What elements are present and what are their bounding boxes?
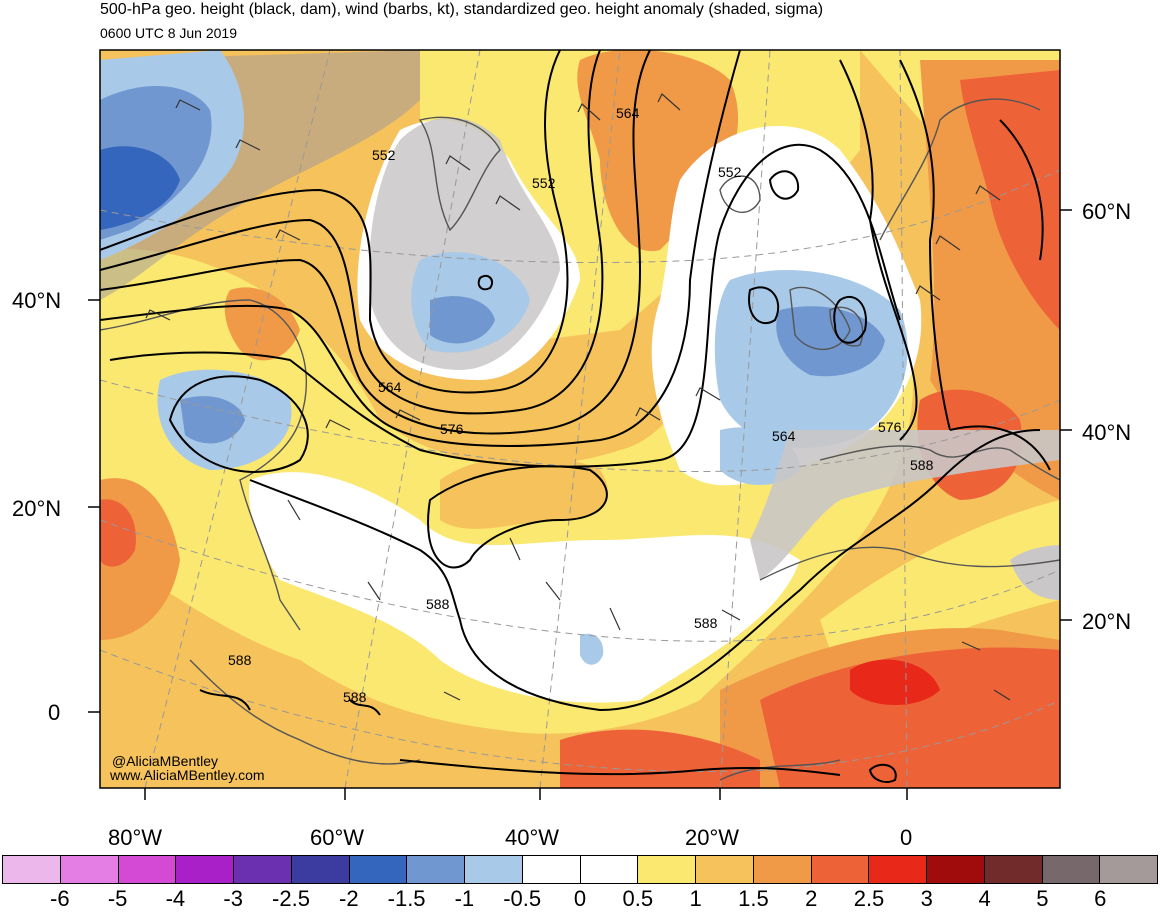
- colorbar-swatch: [1042, 856, 1101, 883]
- colorbar-swatch: [869, 856, 927, 883]
- colorbar-swatch: [407, 856, 465, 883]
- axis-labels: 80°W 60°W 40°W 20°W 0 40°N 20°N 0 60°N 4…: [12, 199, 1131, 850]
- colorbar-tick-label: -3: [223, 886, 243, 911]
- lat-label-left: 20°N: [12, 496, 61, 521]
- lat-label-right: 60°N: [1082, 199, 1131, 224]
- lat-label-right: 40°N: [1082, 420, 1131, 445]
- contour-label: 576: [440, 421, 464, 437]
- colorbar-swatch: [753, 856, 812, 883]
- colorbar-swatch: [696, 856, 754, 883]
- colorbar-swatch: [984, 856, 1043, 883]
- contour-label: 588: [910, 457, 934, 473]
- credit-website: www.AliciaMBentley.com: [109, 767, 265, 783]
- colorbar-tick-label: 0.5: [622, 886, 654, 911]
- colorbar-swatch: [1100, 856, 1157, 883]
- colorbar-swatch: [60, 856, 119, 883]
- lon-label: 80°W: [108, 825, 162, 850]
- colorbar-swatch: [927, 856, 985, 883]
- colorbar-swatch: [3, 856, 61, 883]
- colorbar-swatch: [638, 856, 696, 883]
- contour-label: 588: [694, 615, 718, 631]
- height-contours: [100, 50, 1051, 783]
- colorbar-tick-label: -6: [50, 886, 70, 911]
- map-frame: [99, 49, 1061, 789]
- colorbar-tick-label: 1.5: [738, 886, 769, 911]
- colorbar-tick-label: 3: [920, 886, 933, 911]
- lat-label-left: 40°N: [12, 288, 61, 313]
- colorbar-tick-label: 1: [689, 886, 702, 911]
- colorbar-swatch: [234, 856, 292, 883]
- colorbar-tick-label: 6: [1094, 886, 1107, 911]
- colorbar-tick-label: 2.5: [853, 886, 885, 911]
- contour-label: 588: [426, 596, 450, 612]
- contour-label-group: 552 552 564 552 564 576 564 576 588 588 …: [228, 105, 934, 705]
- valid-time: 0600 UTC 8 Jun 2019: [100, 25, 237, 41]
- colorbar-tick-label: -1.5: [387, 886, 426, 911]
- colorbar-swatch: [118, 856, 177, 883]
- anomaly-colorbar: [2, 855, 1158, 884]
- colorbar-swatch: [176, 856, 234, 883]
- axis-ticks: [88, 209, 1072, 800]
- colorbar-tick-label: 5: [1036, 886, 1049, 911]
- colorbar-tick-label: -2.5: [272, 886, 310, 911]
- colorbar-tick-label: -1: [454, 886, 475, 911]
- colorbar-swatch: [811, 856, 870, 883]
- contour-label: 552: [718, 164, 742, 180]
- colorbar-swatch: [465, 856, 523, 883]
- colorbar-tick-label: -4: [165, 886, 186, 911]
- colorbar-swatch: [349, 856, 408, 883]
- colorbar-tick-label: -5: [107, 886, 128, 911]
- colorbar-tick-label: 0: [573, 886, 587, 911]
- contour-label: 576: [878, 419, 902, 435]
- colorbar-swatch: [522, 856, 581, 883]
- lon-label: 0: [900, 825, 912, 850]
- contour-label: 564: [378, 379, 402, 395]
- colorbar-tick-label: -0.5: [503, 886, 542, 911]
- anomaly-shading: [100, 50, 1060, 788]
- contour-label: 564: [616, 105, 640, 121]
- colorbar-tick-label: -2: [339, 886, 359, 911]
- lon-label: 20°W: [685, 825, 739, 850]
- lon-label: 60°W: [310, 825, 364, 850]
- colorbar-tick-labels: -6 -5 -4 -3 -2.5 -2 -1.5 -1 -0.5 0 0.5 1 1.5 2 2.5 3 4 5 6: [0, 884, 1160, 912]
- colorbar-tick-label: 4: [978, 886, 991, 911]
- map-title: 500-hPa geo. height (black, dam), wind (…: [100, 1, 824, 18]
- lat-label-right: 20°N: [1082, 609, 1131, 634]
- contour-label: 588: [343, 689, 367, 705]
- contour-label: 564: [772, 428, 796, 444]
- wind-barbs: [145, 93, 1011, 701]
- analysis-map: 552 552 564 552 564 576 564 576 588 588 …: [12, 49, 1131, 850]
- contour-label: 588: [228, 652, 252, 668]
- contour-label: 552: [372, 147, 396, 163]
- contour-label: 552: [532, 175, 556, 191]
- colorbar-tick-label: 2: [805, 886, 818, 911]
- credit-handle: @AliciaMBentley: [112, 753, 218, 769]
- colorbar-swatch: [291, 856, 350, 883]
- colorbar-swatch: [580, 856, 639, 883]
- lat-label-left: 0: [48, 700, 60, 725]
- lon-label: 40°W: [505, 825, 559, 850]
